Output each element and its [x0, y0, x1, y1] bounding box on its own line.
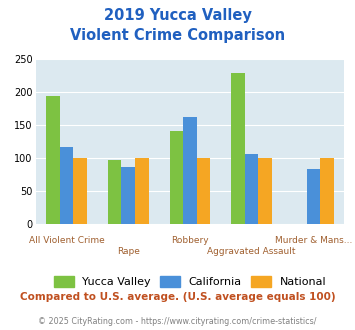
Bar — [320, 158, 334, 224]
Bar — [307, 169, 320, 224]
Bar — [73, 158, 87, 224]
Legend: Yucca Valley, California, National: Yucca Valley, California, National — [54, 276, 326, 287]
Text: Compared to U.S. average. (U.S. average equals 100): Compared to U.S. average. (U.S. average … — [20, 292, 335, 302]
Text: Rape: Rape — [117, 248, 140, 256]
Bar — [258, 158, 272, 224]
Bar — [60, 147, 73, 224]
Bar — [135, 158, 148, 224]
Bar — [46, 96, 60, 224]
Text: All Violent Crime: All Violent Crime — [28, 236, 104, 245]
Text: © 2025 CityRating.com - https://www.cityrating.com/crime-statistics/: © 2025 CityRating.com - https://www.city… — [38, 317, 317, 326]
Text: Violent Crime Comparison: Violent Crime Comparison — [70, 28, 285, 43]
Bar — [170, 131, 183, 224]
Text: Robbery: Robbery — [171, 236, 209, 245]
Text: 2019 Yucca Valley: 2019 Yucca Valley — [104, 8, 251, 23]
Text: Aggravated Assault: Aggravated Assault — [207, 248, 296, 256]
Bar — [183, 117, 197, 224]
Bar — [245, 154, 258, 224]
Text: Murder & Mans...: Murder & Mans... — [275, 236, 352, 245]
Bar — [108, 160, 121, 224]
Bar — [231, 73, 245, 224]
Bar — [197, 158, 210, 224]
Bar — [121, 167, 135, 224]
